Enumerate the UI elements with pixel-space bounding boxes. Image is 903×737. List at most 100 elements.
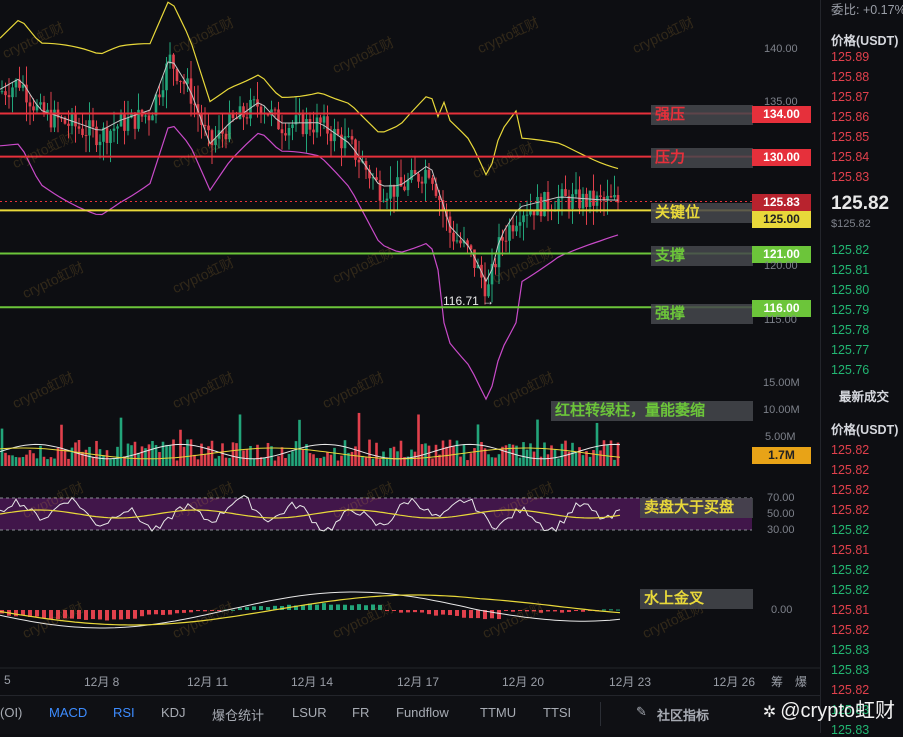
volume-bar <box>298 419 301 466</box>
rsi-tick-70: 70.00 <box>767 492 795 504</box>
brand-name: @crypto虹财 <box>780 700 895 722</box>
volume-annotation: 红柱转绿柱，量能萎缩 <box>551 401 753 421</box>
price-tag-last: 125.83 <box>752 194 811 211</box>
x-label-dec14: 12月 14 <box>291 675 334 689</box>
candle-body <box>74 114 77 127</box>
chart-area[interactable] <box>0 0 820 695</box>
ask-price[interactable]: 125.89 <box>831 50 870 64</box>
ask-price[interactable]: 125.87 <box>831 90 870 104</box>
macd-histogram-bar <box>21 610 25 616</box>
macd-histogram-bar <box>133 610 137 619</box>
volume-bar <box>417 414 420 466</box>
bid-price[interactable]: 125.78 <box>831 323 870 337</box>
volume-bar <box>455 440 459 466</box>
candle-body <box>490 263 494 285</box>
macd-histogram-bar <box>210 610 214 611</box>
candle-body <box>228 113 231 140</box>
bid-price[interactable]: 125.80 <box>831 283 870 297</box>
candle-body <box>378 180 382 201</box>
candle-body <box>329 133 333 142</box>
candle-body <box>592 190 595 206</box>
x-label-chip[interactable]: 筹 <box>771 675 784 689</box>
bid-price[interactable]: 125.82 <box>831 243 870 257</box>
rsi-line <box>0 494 621 533</box>
ask-price[interactable]: 125.88 <box>831 70 870 84</box>
middle-band-line <box>0 61 619 283</box>
bid-price[interactable]: 125.81 <box>831 263 870 277</box>
level-label-strong-support: 强撑 <box>651 304 753 324</box>
candle-body <box>207 125 210 131</box>
volume-bar <box>434 444 438 466</box>
volume-bar <box>53 458 56 466</box>
candle-body <box>109 130 112 143</box>
y-tick-120: 120.00 <box>764 260 798 272</box>
volume-bar <box>207 446 210 466</box>
candle-body <box>385 198 389 201</box>
volume-bar <box>151 441 154 466</box>
edit-icon[interactable]: ✎ <box>636 704 647 719</box>
volume-bar <box>501 446 504 466</box>
ask-price[interactable]: 125.83 <box>831 170 870 184</box>
candle-body <box>350 136 354 140</box>
community-indicator-button[interactable]: 社区指标 <box>657 708 710 723</box>
ask-price[interactable]: 125.86 <box>831 110 870 124</box>
bid-price[interactable]: 125.77 <box>831 343 870 357</box>
macd-histogram-bar <box>455 610 459 616</box>
candle-body <box>60 117 63 119</box>
tab-oi[interactable]: (OI) <box>0 705 23 720</box>
macd-histogram-bar <box>168 610 172 615</box>
macd-histogram-bar <box>518 610 522 611</box>
candle-body <box>382 200 385 202</box>
tab-fr[interactable]: FR <box>352 705 370 720</box>
ask-price[interactable]: 125.84 <box>831 150 870 164</box>
x-label-dec26: 12月 26 <box>713 675 756 689</box>
trade-price: 125.82 <box>831 443 870 457</box>
vol-tick-15m: 15.00M <box>763 377 800 389</box>
macd-histogram-bar <box>336 604 340 610</box>
x-label-liq[interactable]: 爆 <box>795 675 808 689</box>
volume-bar <box>228 458 231 466</box>
macd-histogram-bar <box>112 610 116 620</box>
volume-bar <box>123 456 126 466</box>
volume-bar <box>91 457 95 466</box>
tab-ttsi[interactable]: TTSI <box>543 705 572 720</box>
macd-histogram-bar <box>532 610 536 612</box>
ask-price[interactable]: 125.85 <box>831 130 870 144</box>
macd-histogram-bar <box>364 605 368 610</box>
orderbook-price-header: 价格(USDT) <box>831 34 899 48</box>
candle-body <box>39 102 42 105</box>
candle-body <box>413 170 417 174</box>
tab-ttmu[interactable]: TTMU <box>480 705 517 720</box>
macd-histogram-bar <box>315 604 319 610</box>
volume-bar <box>0 428 4 466</box>
volume-bar <box>70 447 74 466</box>
bid-price[interactable]: 125.79 <box>831 303 870 317</box>
price-tag-116: 116.00 <box>752 300 811 317</box>
volume-bar <box>406 456 410 466</box>
candle-body <box>578 189 581 209</box>
candle-body <box>88 120 91 136</box>
trade-price: 125.81 <box>831 543 870 557</box>
bid-price[interactable]: 125.76 <box>831 363 870 377</box>
recent-trades-title[interactable]: 最新成交 <box>839 390 890 404</box>
candle-body <box>438 195 441 201</box>
tab-rsi[interactable]: RSI <box>113 705 135 720</box>
chart-canvas[interactable] <box>0 0 820 695</box>
volume-bar <box>616 442 620 466</box>
volume-bar <box>284 458 287 466</box>
volume-bar <box>581 455 585 466</box>
volume-bar <box>144 448 147 466</box>
volume-bar <box>511 444 515 466</box>
tab-liquidation[interactable]: 爆仓统计 <box>212 708 265 723</box>
trade-price: 125.82 <box>831 583 870 597</box>
macd-histogram-bar <box>245 607 249 610</box>
volume-bar <box>46 459 49 466</box>
tab-macd[interactable]: MACD <box>49 705 88 720</box>
tab-kdj[interactable]: KDJ <box>161 705 186 720</box>
macd-histogram-bar <box>427 610 431 615</box>
current-price-usd: $125.82 <box>831 218 871 230</box>
tab-lsur[interactable]: LSUR <box>292 705 327 720</box>
tab-fundflow[interactable]: Fundflow <box>396 705 449 720</box>
level-label-support: 支撑 <box>651 246 753 266</box>
candle-body <box>70 114 74 126</box>
